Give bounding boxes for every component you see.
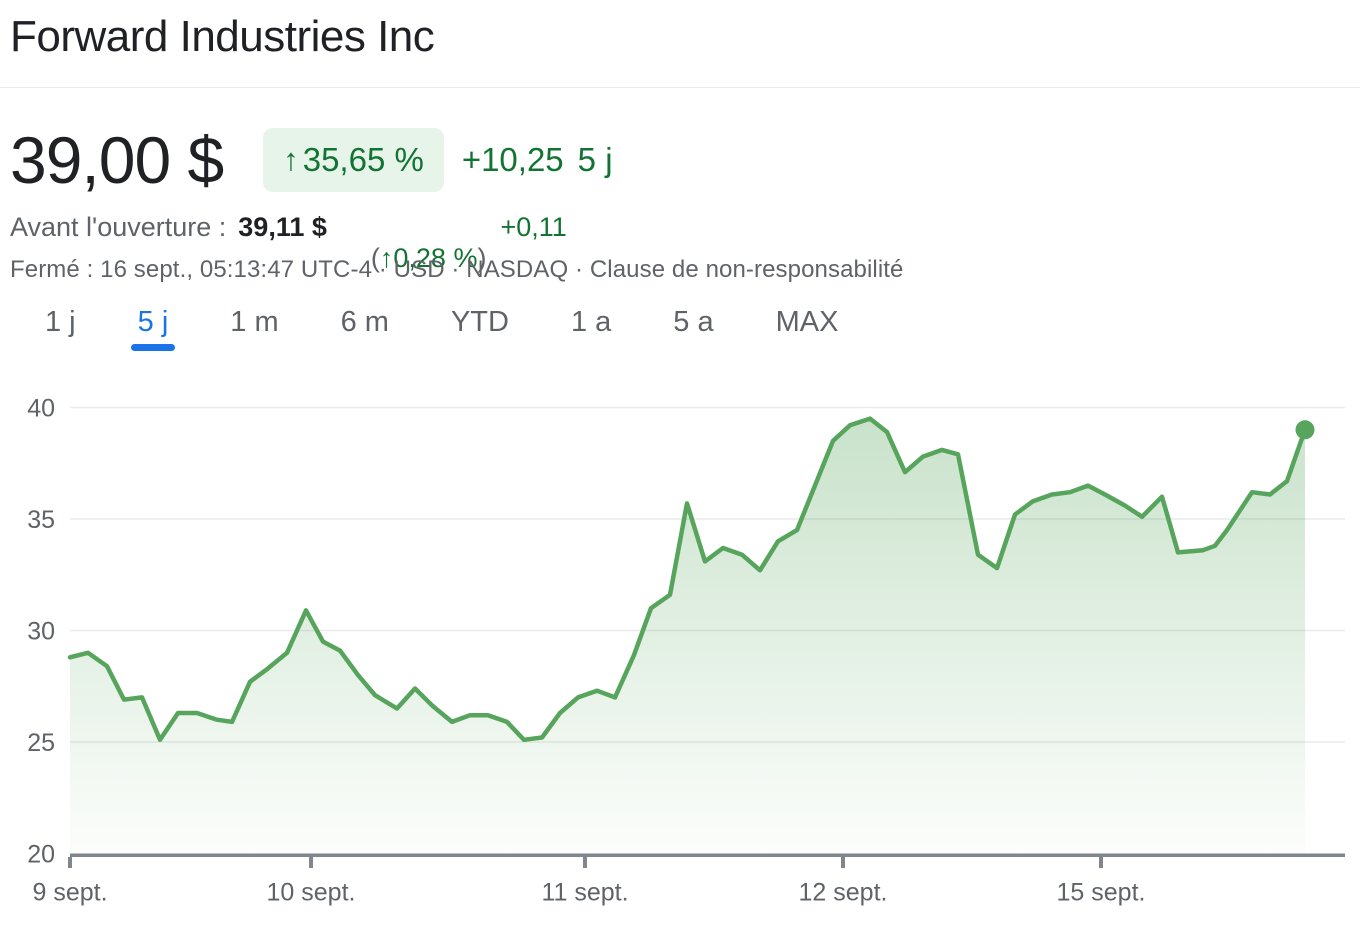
page-title: Forward Industries Inc — [10, 12, 435, 61]
change-after-hours: +10,25 5 j — [462, 141, 613, 179]
x-axis-label: 15 sept. — [1057, 879, 1146, 907]
y-axis-label: 20 — [27, 841, 55, 869]
price-chart[interactable]: 20 25 30 35 40 9 sept. 10 sept. 11 sept. 12 sept… — [0, 380, 1360, 946]
tab-1a[interactable]: 1 a — [571, 306, 611, 351]
x-axis-tick — [583, 857, 587, 868]
x-axis-tick — [841, 857, 845, 868]
area-fill — [70, 418, 1305, 854]
price-chart-svg: 20 25 30 35 40 9 sept. 10 sept. 11 sept. 12 sept… — [27, 395, 1345, 907]
endpoint-dot — [1295, 420, 1315, 440]
market-status-text: Fermé : 16 sept., 05:13:47 UTC-4 · USD ·… — [10, 256, 590, 283]
x-axis-tick — [68, 857, 72, 868]
premarket-label: Avant l'ouverture : — [10, 212, 227, 242]
change-period: 5 j — [577, 141, 613, 178]
time-range-tabs: 1 j 5 j 1 m 6 m YTD 1 a 5 a MAX — [45, 306, 838, 351]
premarket-paren-open: ( — [370, 243, 380, 273]
up-arrow-icon: ↑ — [283, 142, 299, 177]
premarket-percent: 0,28 % — [393, 243, 478, 273]
change-amount: +10,25 — [461, 141, 564, 178]
disclaimer-link[interactable]: Clause de non-responsabilité — [589, 256, 904, 283]
tab-label: 5 j — [137, 306, 169, 338]
tab-max[interactable]: MAX — [776, 306, 839, 351]
tab-label: MAX — [775, 306, 839, 338]
x-axis-label: 9 sept. — [32, 879, 107, 907]
tab-underline — [130, 344, 176, 351]
change-badge: ↑ 35,65 % — [263, 128, 444, 192]
y-axis-label: 25 — [27, 729, 55, 757]
market-status: Fermé : 16 sept., 05:13:47 UTC-4 · USD ·… — [10, 256, 904, 284]
tab-label: 6 m — [340, 306, 389, 338]
tab-1j[interactable]: 1 j — [45, 306, 76, 351]
x-axis-line — [70, 853, 1345, 857]
x-axis-label: 12 sept. — [799, 879, 888, 907]
tab-label: 1 a — [570, 306, 612, 338]
tab-label: 1 j — [45, 306, 76, 338]
y-axis-label: 35 — [27, 506, 55, 534]
tab-5j[interactable]: 5 j — [130, 306, 176, 351]
change-percent: 35,65 % — [302, 141, 424, 178]
tab-label: 5 a — [673, 306, 714, 338]
tab-1m[interactable]: 1 m — [230, 306, 278, 351]
y-axis-label: 40 — [27, 395, 55, 423]
tab-label: 1 m — [230, 306, 279, 338]
x-axis-tick — [1099, 857, 1103, 868]
premarket-paren-close: ) — [477, 243, 487, 273]
tab-ytd[interactable]: YTD — [451, 306, 509, 351]
tab-label: YTD — [450, 306, 509, 338]
premarket-change: +0,11 — [500, 212, 567, 242]
x-axis-label: 10 sept. — [267, 879, 356, 907]
price-line — [67, 416, 1308, 743]
premarket-price: 39,11 $ — [238, 212, 327, 242]
premarket-up-arrow-icon: ↑ — [379, 243, 394, 273]
x-axis-tick — [309, 857, 313, 868]
y-axis-label: 30 — [27, 618, 55, 646]
title-divider — [0, 87, 1360, 88]
premarket-row: Avant l'ouverture : 39,11 $ (↑0,28 %) +0… — [10, 212, 567, 305]
tab-6m[interactable]: 6 m — [341, 306, 389, 351]
x-axis-label: 11 sept. — [541, 879, 628, 907]
tab-5a[interactable]: 5 a — [673, 306, 713, 351]
quote-row: 39,00 $ ↑ 35,65 % +10,25 5 j — [10, 126, 613, 194]
current-price: 39,00 $ — [10, 123, 224, 197]
